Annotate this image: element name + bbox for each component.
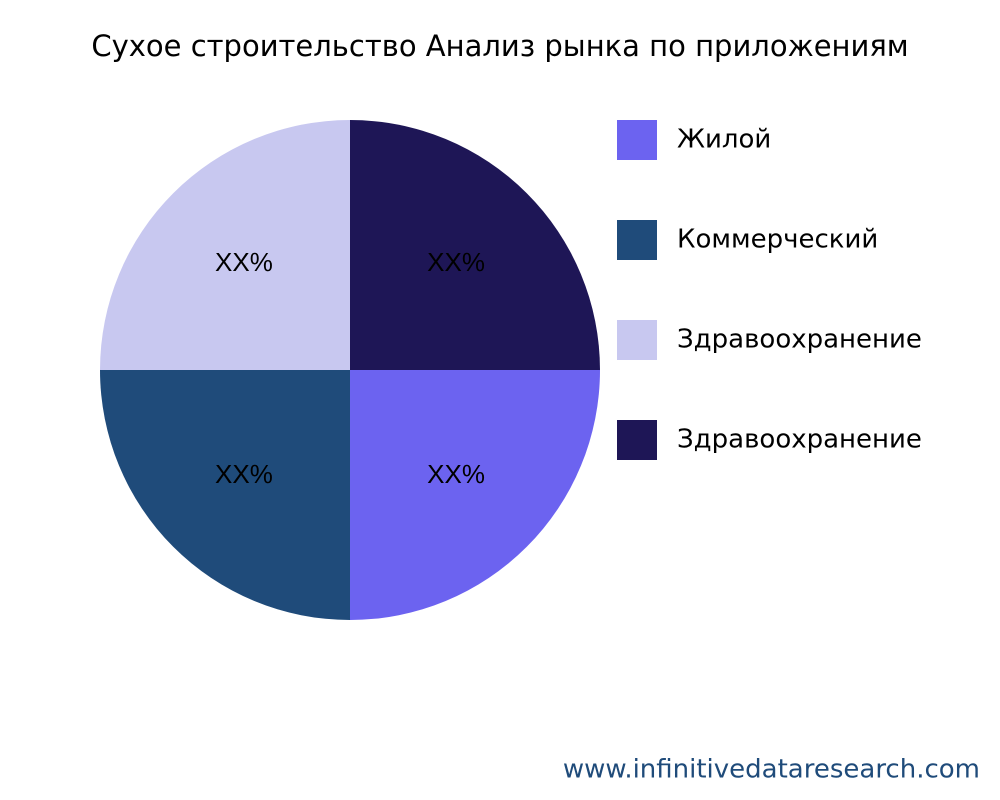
legend-label: Здравоохранение bbox=[677, 325, 922, 355]
pie-slice bbox=[350, 120, 600, 370]
legend-label: Жилой bbox=[677, 125, 771, 155]
data-label: XX% bbox=[427, 459, 485, 489]
legend-swatch bbox=[617, 120, 657, 160]
pie-slice bbox=[100, 370, 350, 620]
data-label: XX% bbox=[215, 459, 273, 489]
data-label: XX% bbox=[215, 247, 273, 277]
legend-swatch bbox=[617, 320, 657, 360]
pie-slice bbox=[100, 120, 350, 370]
source: www.infinitivedataresearch.com bbox=[563, 755, 980, 785]
legend-label: Коммерческий bbox=[677, 225, 878, 255]
data-label: XX% bbox=[427, 247, 485, 277]
legend-swatch bbox=[617, 220, 657, 260]
chart-title: Сухое строительство Анализ рынка по прил… bbox=[91, 29, 908, 63]
legend-swatch bbox=[617, 420, 657, 460]
pie-slice bbox=[350, 370, 600, 620]
legend-label: Здравоохранение bbox=[677, 425, 922, 455]
